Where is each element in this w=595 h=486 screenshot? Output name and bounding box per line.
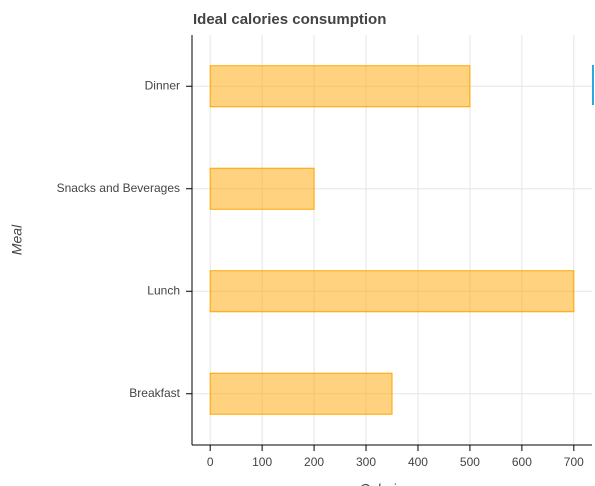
y-tick-label: Breakfast xyxy=(129,386,180,400)
bar xyxy=(209,270,575,313)
bar xyxy=(209,167,315,210)
y-tick-label: Snacks and Beverages xyxy=(57,181,180,195)
y-tick-label: Dinner xyxy=(145,78,180,92)
y-tick-label: Lunch xyxy=(147,283,180,297)
axes: 0 100 200 300 400 500 600 700 Breakfast Lunch Snac… xyxy=(57,35,592,469)
x-tick-label: 400 xyxy=(408,455,428,469)
x-tick-label: 100 xyxy=(252,455,272,469)
marks xyxy=(209,65,575,415)
bar xyxy=(209,372,393,415)
x-tick-label: 600 xyxy=(512,455,532,469)
y-axis-label: Meal xyxy=(9,224,25,255)
x-tick-label: 500 xyxy=(460,455,480,469)
x-tick-label: 0 xyxy=(207,455,214,469)
x-tick-label: 200 xyxy=(304,455,324,469)
toolbar-indicator xyxy=(592,65,594,105)
x-tick-label: 700 xyxy=(564,455,584,469)
chart-title: Ideal calories consumption xyxy=(193,11,386,28)
bar xyxy=(209,65,471,108)
x-tick-label: 300 xyxy=(356,455,376,469)
x-axis-label: Calories xyxy=(359,481,410,486)
